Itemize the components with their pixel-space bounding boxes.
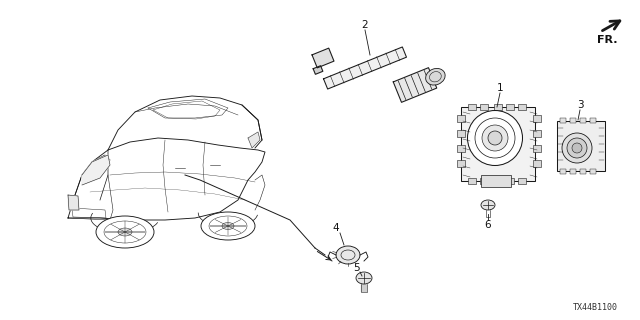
- Polygon shape: [68, 195, 79, 210]
- Bar: [560, 118, 566, 123]
- Text: 5: 5: [354, 263, 360, 273]
- Text: TX44B1100: TX44B1100: [573, 303, 618, 312]
- Ellipse shape: [96, 216, 154, 248]
- Ellipse shape: [567, 138, 587, 158]
- Ellipse shape: [356, 272, 372, 284]
- FancyBboxPatch shape: [481, 175, 511, 187]
- Bar: [518, 178, 526, 184]
- Bar: [506, 104, 514, 110]
- Bar: [480, 178, 488, 184]
- Bar: [560, 169, 566, 174]
- Ellipse shape: [336, 246, 360, 264]
- Bar: [457, 145, 465, 152]
- Bar: [580, 169, 586, 174]
- Text: 3: 3: [577, 100, 583, 110]
- Polygon shape: [324, 47, 406, 89]
- Bar: [570, 169, 576, 174]
- Ellipse shape: [222, 222, 234, 229]
- Bar: [533, 145, 541, 152]
- Bar: [533, 115, 541, 122]
- Text: FR.: FR.: [597, 35, 618, 45]
- Bar: [533, 130, 541, 137]
- FancyBboxPatch shape: [461, 107, 535, 181]
- Bar: [580, 118, 586, 123]
- Bar: [457, 115, 465, 122]
- Bar: [457, 160, 465, 167]
- Ellipse shape: [482, 125, 508, 151]
- Polygon shape: [312, 48, 334, 68]
- Bar: [468, 104, 476, 110]
- Text: 4: 4: [333, 223, 339, 233]
- Ellipse shape: [481, 200, 495, 210]
- Bar: [480, 104, 488, 110]
- Text: 1: 1: [497, 83, 503, 93]
- Bar: [457, 130, 465, 137]
- Bar: [494, 178, 502, 184]
- Ellipse shape: [118, 228, 132, 236]
- Polygon shape: [393, 68, 436, 102]
- FancyBboxPatch shape: [557, 121, 605, 171]
- Polygon shape: [248, 132, 260, 148]
- Ellipse shape: [201, 212, 255, 240]
- Polygon shape: [68, 138, 265, 220]
- Bar: [468, 178, 476, 184]
- Text: 6: 6: [484, 220, 492, 230]
- Bar: [494, 104, 502, 110]
- Bar: [506, 178, 514, 184]
- Bar: [590, 169, 596, 174]
- Ellipse shape: [562, 133, 592, 163]
- Bar: [570, 118, 576, 123]
- Ellipse shape: [488, 131, 502, 145]
- Bar: [590, 118, 596, 123]
- Bar: [533, 160, 541, 167]
- Polygon shape: [82, 155, 110, 185]
- Ellipse shape: [467, 110, 522, 165]
- Ellipse shape: [426, 68, 445, 85]
- Ellipse shape: [572, 143, 582, 153]
- Polygon shape: [313, 66, 323, 74]
- Text: 2: 2: [362, 20, 368, 30]
- Bar: [518, 104, 526, 110]
